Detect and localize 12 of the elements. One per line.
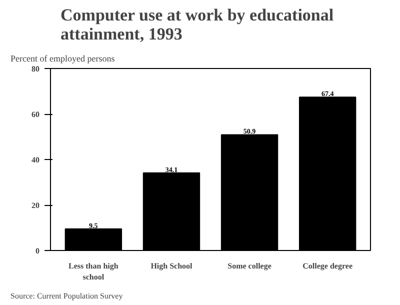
y-tick-label: 60 [32,110,40,119]
chart-title: Computer use at work by educational attainment, 1993 [60,6,334,44]
source-note: Source: Current Population Survey [10,292,123,300]
y-tick-label: 20 [32,201,40,210]
y-tick-label: 40 [32,156,40,164]
x-tick-label: Less than high school [68,262,119,282]
y-tick-label: 80 [32,64,40,74]
y-axis-title: Percent of employed persons [10,54,116,64]
x-tick-label: College degree [302,262,353,270]
x-tick-label: Some college [228,262,272,270]
y-tick-label: 0 [36,246,40,256]
x-tick-label: High School [150,262,194,270]
